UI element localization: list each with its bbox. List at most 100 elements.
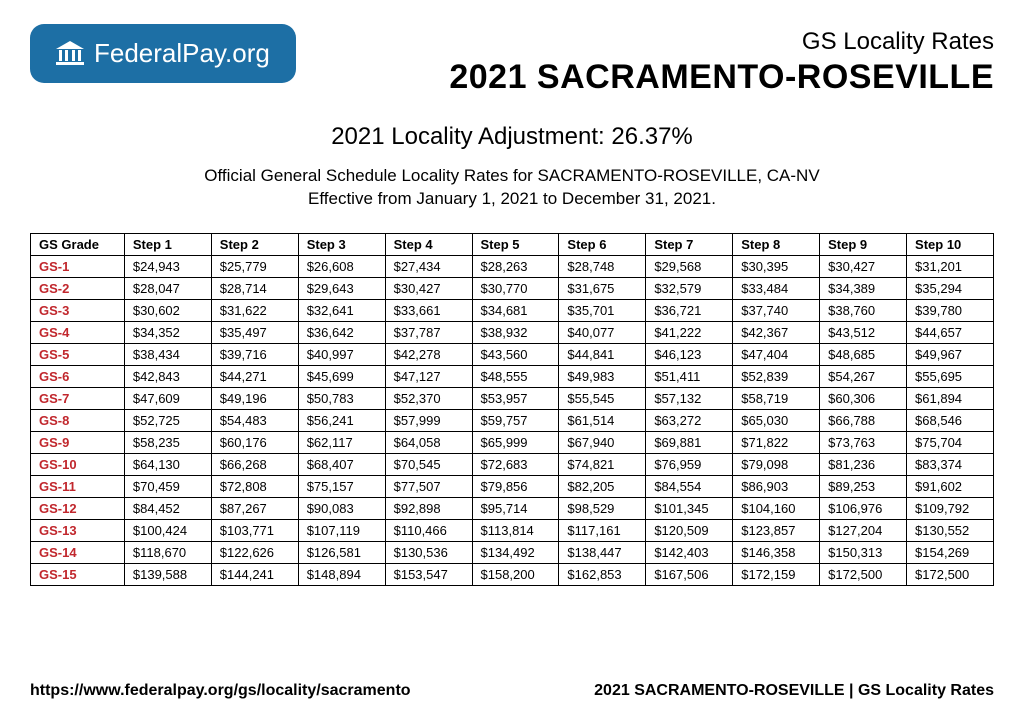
table-cell: $54,483 <box>211 409 298 431</box>
table-cell: $31,622 <box>211 299 298 321</box>
table-cell: $31,201 <box>907 255 994 277</box>
table-header-row: GS GradeStep 1Step 2Step 3Step 4Step 5St… <box>31 233 994 255</box>
table-cell: $150,313 <box>820 541 907 563</box>
table-header-step: Step 9 <box>820 233 907 255</box>
table-cell-grade: GS-9 <box>31 431 125 453</box>
table-cell: $33,661 <box>385 299 472 321</box>
table-cell: $89,253 <box>820 475 907 497</box>
table-cell: $113,814 <box>472 519 559 541</box>
table-cell: $103,771 <box>211 519 298 541</box>
table-cell: $65,999 <box>472 431 559 453</box>
table-header-step: Step 3 <box>298 233 385 255</box>
table-header-step: Step 6 <box>559 233 646 255</box>
logo-badge: FederalPay.org <box>30 24 296 83</box>
table-row: GS-3$30,602$31,622$32,641$33,661$34,681$… <box>31 299 994 321</box>
table-cell-grade: GS-1 <box>31 255 125 277</box>
table-cell: $34,352 <box>124 321 211 343</box>
table-cell-grade: GS-7 <box>31 387 125 409</box>
table-header-step: Step 10 <box>907 233 994 255</box>
table-cell: $60,306 <box>820 387 907 409</box>
table-cell: $61,894 <box>907 387 994 409</box>
table-cell: $42,843 <box>124 365 211 387</box>
table-header-step: Step 2 <box>211 233 298 255</box>
header-title: 2021 SACRAMENTO-ROSEVILLE <box>449 58 994 97</box>
table-row: GS-14$118,670$122,626$126,581$130,536$13… <box>31 541 994 563</box>
table-row: GS-10$64,130$66,268$68,407$70,545$72,683… <box>31 453 994 475</box>
table-cell: $122,626 <box>211 541 298 563</box>
table-cell: $61,514 <box>559 409 646 431</box>
table-cell: $30,427 <box>385 277 472 299</box>
table-cell: $110,466 <box>385 519 472 541</box>
table-cell: $117,161 <box>559 519 646 541</box>
table-cell: $139,588 <box>124 563 211 585</box>
table-cell: $158,200 <box>472 563 559 585</box>
table-cell: $49,967 <box>907 343 994 365</box>
table-row: GS-11$70,459$72,808$75,157$77,507$79,856… <box>31 475 994 497</box>
table-cell: $35,294 <box>907 277 994 299</box>
table-row: GS-8$52,725$54,483$56,241$57,999$59,757$… <box>31 409 994 431</box>
table-cell: $28,047 <box>124 277 211 299</box>
footer-right: 2021 SACRAMENTO-ROSEVILLE | GS Locality … <box>594 682 994 700</box>
header-titles: GS Locality Rates 2021 SACRAMENTO-ROSEVI… <box>449 24 994 97</box>
table-cell: $28,714 <box>211 277 298 299</box>
table-cell: $55,545 <box>559 387 646 409</box>
table-cell: $53,957 <box>472 387 559 409</box>
table-cell: $34,389 <box>820 277 907 299</box>
table-cell: $153,547 <box>385 563 472 585</box>
table-cell: $47,127 <box>385 365 472 387</box>
table-cell: $138,447 <box>559 541 646 563</box>
table-cell: $71,822 <box>733 431 820 453</box>
table-cell: $86,903 <box>733 475 820 497</box>
table-cell: $37,740 <box>733 299 820 321</box>
table-cell: $75,704 <box>907 431 994 453</box>
table-cell: $65,030 <box>733 409 820 431</box>
table-cell: $25,779 <box>211 255 298 277</box>
table-row: GS-6$42,843$44,271$45,699$47,127$48,555$… <box>31 365 994 387</box>
table-cell: $60,176 <box>211 431 298 453</box>
table-cell: $83,374 <box>907 453 994 475</box>
table-cell: $66,788 <box>820 409 907 431</box>
table-cell-grade: GS-15 <box>31 563 125 585</box>
page: FederalPay.org GS Locality Rates 2021 SA… <box>0 0 1024 724</box>
table-cell: $40,077 <box>559 321 646 343</box>
table-cell: $35,701 <box>559 299 646 321</box>
description-line-1: Official General Schedule Locality Rates… <box>30 165 994 188</box>
table-cell: $29,568 <box>646 255 733 277</box>
table-cell: $98,529 <box>559 497 646 519</box>
table-cell-grade: GS-6 <box>31 365 125 387</box>
table-cell: $44,271 <box>211 365 298 387</box>
table-cell: $55,695 <box>907 365 994 387</box>
table-cell: $82,205 <box>559 475 646 497</box>
table-cell: $72,683 <box>472 453 559 475</box>
table-cell: $28,263 <box>472 255 559 277</box>
table-cell: $79,098 <box>733 453 820 475</box>
table-header-step: Step 1 <box>124 233 211 255</box>
table-cell-grade: GS-12 <box>31 497 125 519</box>
table-cell: $32,579 <box>646 277 733 299</box>
table-cell: $36,642 <box>298 321 385 343</box>
table-row: GS-13$100,424$103,771$107,119$110,466$11… <box>31 519 994 541</box>
table-cell: $30,602 <box>124 299 211 321</box>
table-cell: $54,267 <box>820 365 907 387</box>
table-cell: $90,083 <box>298 497 385 519</box>
table-cell: $34,681 <box>472 299 559 321</box>
table-cell-grade: GS-11 <box>31 475 125 497</box>
header-subtitle: GS Locality Rates <box>449 28 994 56</box>
table-cell: $52,370 <box>385 387 472 409</box>
table-cell-grade: GS-2 <box>31 277 125 299</box>
table-cell: $75,157 <box>298 475 385 497</box>
description: Official General Schedule Locality Rates… <box>30 165 994 211</box>
table-cell: $32,641 <box>298 299 385 321</box>
table-cell: $67,940 <box>559 431 646 453</box>
table-cell: $38,760 <box>820 299 907 321</box>
table-cell: $92,898 <box>385 497 472 519</box>
table-cell: $68,407 <box>298 453 385 475</box>
table-cell: $84,554 <box>646 475 733 497</box>
table-cell: $24,943 <box>124 255 211 277</box>
table-cell: $76,959 <box>646 453 733 475</box>
table-cell: $66,268 <box>211 453 298 475</box>
rates-table-head: GS GradeStep 1Step 2Step 3Step 4Step 5St… <box>31 233 994 255</box>
table-cell: $104,160 <box>733 497 820 519</box>
table-cell: $77,507 <box>385 475 472 497</box>
table-header-step: Step 7 <box>646 233 733 255</box>
